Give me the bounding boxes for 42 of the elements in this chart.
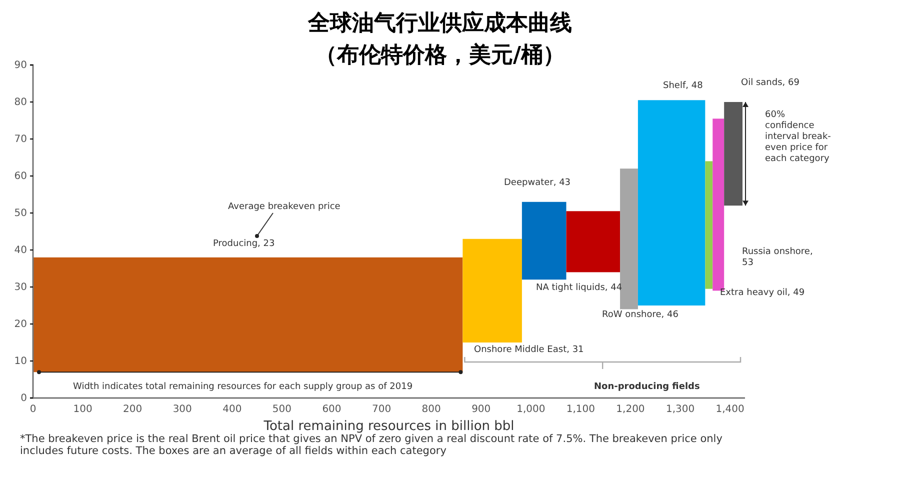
x-tick-label: 600 xyxy=(322,404,342,416)
annotation: Width indicates total remaining resources for each supply group as of 2019 xyxy=(73,382,413,392)
x-tick-label: 1,200 xyxy=(616,404,645,416)
category-label: NA tight liquids, 44 xyxy=(536,283,622,293)
y-tick-label: 70 xyxy=(14,134,27,146)
category-label: Deepwater, 43 xyxy=(504,178,571,188)
category-label: Onshore Middle East, 31 xyxy=(474,345,584,355)
y-tick-label: 60 xyxy=(14,171,27,182)
text: 60% confidence interval break- even price for each category xyxy=(765,110,831,164)
y-tick-label: 90 xyxy=(14,60,27,72)
x-tick-label: 1,000 xyxy=(516,404,546,416)
x-tick-label: 100 xyxy=(73,404,92,416)
y-tick-label: 10 xyxy=(14,356,27,368)
text: *The breakeven price is the real Brent oil price that gives an NPV of zero given a real discount rate of 7.5%. The breakeven price only includes future costs. The boxes are an average of all fields within each category xyxy=(20,433,722,457)
y-tick-label: 30 xyxy=(14,282,27,294)
chart-subtitle: （布伦特价格，美元/桶） xyxy=(314,42,566,68)
x-tick-label: 700 xyxy=(372,404,392,416)
y-tick-label: 20 xyxy=(14,319,27,330)
category-label: Extra heavy oil, 49 xyxy=(720,288,805,298)
x-tick-label: 400 xyxy=(222,404,242,416)
x-tick-label: 1,300 xyxy=(666,404,695,416)
x-tick-label: 200 xyxy=(123,404,142,416)
y-tick-label: 40 xyxy=(14,245,27,256)
annotation: Non-producing fields xyxy=(594,382,700,392)
x-tick-label: 300 xyxy=(172,404,192,416)
y-tick-label: 50 xyxy=(14,208,27,220)
x-tick-label: 900 xyxy=(472,404,491,416)
annotation: Average breakeven price xyxy=(228,202,341,212)
x-tick-label: 500 xyxy=(272,404,292,416)
x-axis-title: Total remaining resources in billion bbl xyxy=(262,419,514,434)
chart-title: 全球油气行业供应成本曲线 xyxy=(307,10,572,36)
x-tick-label: 0 xyxy=(30,404,36,416)
category-label: Oil sands, 69 xyxy=(741,78,800,88)
category-label: Producing, 23 xyxy=(213,239,275,249)
category-label: RoW onshore, 46 xyxy=(602,310,678,320)
y-tick-label: 0 xyxy=(20,393,27,404)
category-label: Shelf, 48 xyxy=(663,81,703,91)
x-tick-label: 1,400 xyxy=(716,404,744,416)
y-tick-label: 80 xyxy=(14,97,27,108)
x-tick-label: 800 xyxy=(422,404,441,416)
category-label: Russia onshore, 53 xyxy=(742,247,813,268)
x-tick-label: 1,100 xyxy=(566,404,596,416)
